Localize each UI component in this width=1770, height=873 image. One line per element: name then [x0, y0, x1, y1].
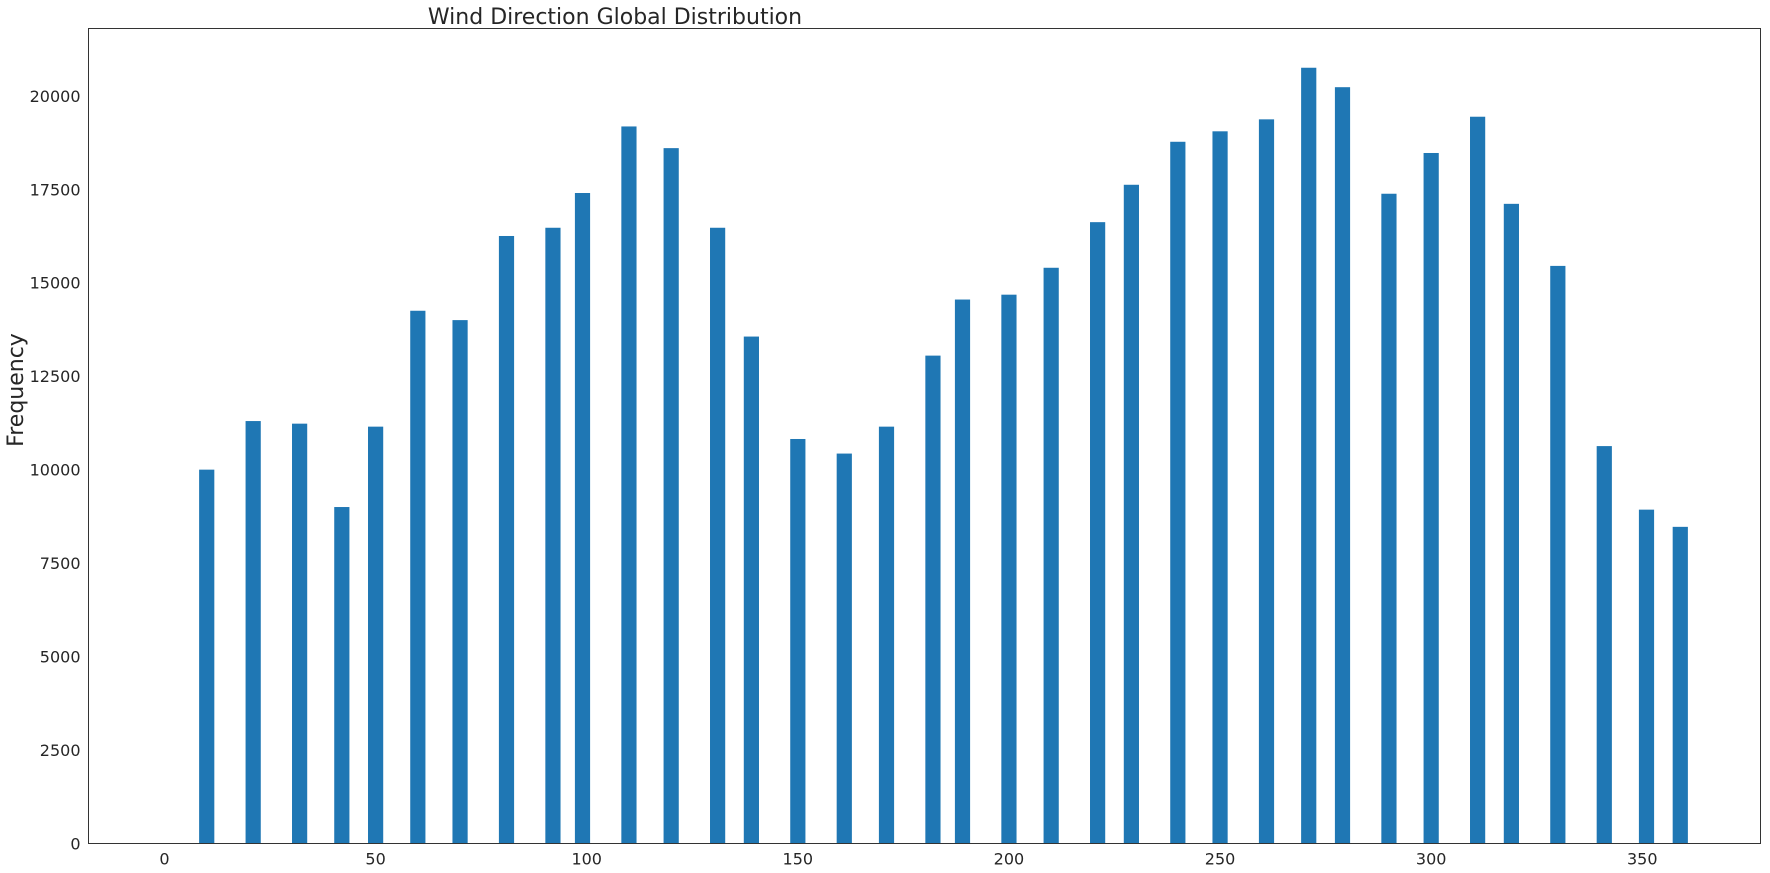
chart-title: Wind Direction Global Distribution	[428, 5, 802, 30]
bar-221	[1090, 222, 1106, 844]
bar-351	[1638, 509, 1655, 844]
x-tick-label: 200	[994, 850, 1025, 869]
x-tick-label: 300	[1416, 850, 1447, 869]
y-tick-label: 5000	[40, 648, 81, 667]
x-tick-label: 50	[365, 850, 385, 869]
bar-50	[368, 426, 384, 844]
x-tick-label: 250	[1205, 850, 1236, 869]
bar-120	[663, 148, 679, 844]
bar-279	[1334, 87, 1351, 844]
y-axis-ticks: 0 2500 5000 7500 10000 12500 15000 17500 20000	[30, 87, 81, 854]
bar-319	[1503, 203, 1519, 844]
bar-229	[1123, 184, 1139, 844]
bar-92	[545, 227, 561, 844]
bar-131	[710, 227, 726, 844]
y-tick-label: 20000	[30, 87, 81, 106]
bar-139	[743, 336, 759, 844]
x-tick-label: 100	[571, 850, 602, 869]
bar-42	[334, 507, 350, 844]
bar-110	[621, 126, 637, 844]
x-tick-label: 350	[1627, 850, 1658, 869]
bar-210	[1043, 267, 1059, 844]
bar-10	[199, 469, 215, 844]
bar-271	[1301, 67, 1317, 844]
bar-171	[878, 426, 895, 844]
x-axis-ticks: 0 50 100 150 200 250 300 350	[159, 850, 1657, 869]
y-tick-label: 7500	[40, 554, 81, 573]
bar-359	[1672, 526, 1688, 844]
y-axis-label: Frequency	[4, 333, 29, 447]
bar-311	[1470, 116, 1486, 844]
bar-341	[1596, 446, 1612, 844]
bar-150	[790, 438, 806, 844]
y-tick-label: 15000	[30, 274, 81, 293]
y-tick-label: 2500	[40, 741, 81, 760]
bar-21	[245, 421, 261, 844]
bar-290	[1381, 193, 1397, 844]
bar-250	[1212, 131, 1228, 844]
y-tick-label: 0	[70, 835, 80, 854]
bar-330	[1550, 265, 1566, 844]
bar-32	[292, 423, 308, 844]
x-tick-label: 0	[159, 850, 169, 869]
bar-81	[498, 235, 515, 844]
y-tick-label: 10000	[30, 461, 81, 480]
bar-189	[954, 299, 971, 844]
bar-182	[925, 355, 941, 844]
bar-99	[574, 193, 591, 844]
y-tick-label: 17500	[30, 180, 81, 199]
y-tick-label: 12500	[30, 367, 81, 386]
bar-261	[1258, 119, 1275, 844]
bar-240	[1170, 141, 1186, 844]
bar-200	[1001, 294, 1017, 844]
bar-161	[836, 453, 852, 844]
plot-frame	[88, 28, 1761, 844]
bar-300	[1423, 152, 1439, 844]
bar-series	[199, 67, 1688, 844]
bar-60	[410, 310, 426, 844]
bar-70	[452, 320, 468, 844]
x-tick-label: 150	[783, 850, 814, 869]
